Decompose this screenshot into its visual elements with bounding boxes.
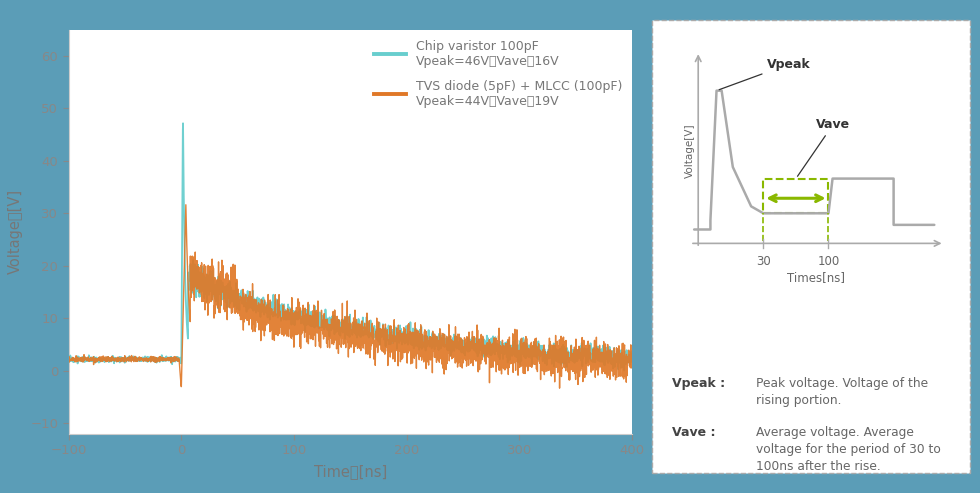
Text: ESD waveform evaluation parameters: ESD waveform evaluation parameters — [671, 332, 938, 346]
Text: 100: 100 — [817, 255, 840, 268]
Text: Vave :: Vave : — [671, 426, 715, 439]
Text: Times[ns]: Times[ns] — [787, 271, 846, 284]
Text: 30: 30 — [756, 255, 770, 268]
Bar — [763, 178, 828, 213]
Text: Voltage[V]: Voltage[V] — [685, 124, 695, 178]
Legend: Chip varistor 100pF
Vpeak=46V、Vave＝16V, TVS diode (5pF) + MLCC (100pF)
Vpeak=44V: Chip varistor 100pF Vpeak=46V、Vave＝16V, … — [370, 36, 626, 112]
Text: Peak voltage. Voltage of the
rising portion.: Peak voltage. Voltage of the rising port… — [757, 378, 929, 407]
Text: Vpeak: Vpeak — [719, 58, 811, 90]
Text: Vpeak :: Vpeak : — [671, 378, 725, 390]
X-axis label: Time　[ns]: Time [ns] — [314, 464, 387, 479]
Text: Average voltage. Average
voltage for the period of 30 to
100ns after the rise.: Average voltage. Average voltage for the… — [757, 426, 942, 473]
Text: Vave: Vave — [798, 118, 851, 176]
Y-axis label: Voltage　[V]: Voltage [V] — [8, 189, 24, 274]
